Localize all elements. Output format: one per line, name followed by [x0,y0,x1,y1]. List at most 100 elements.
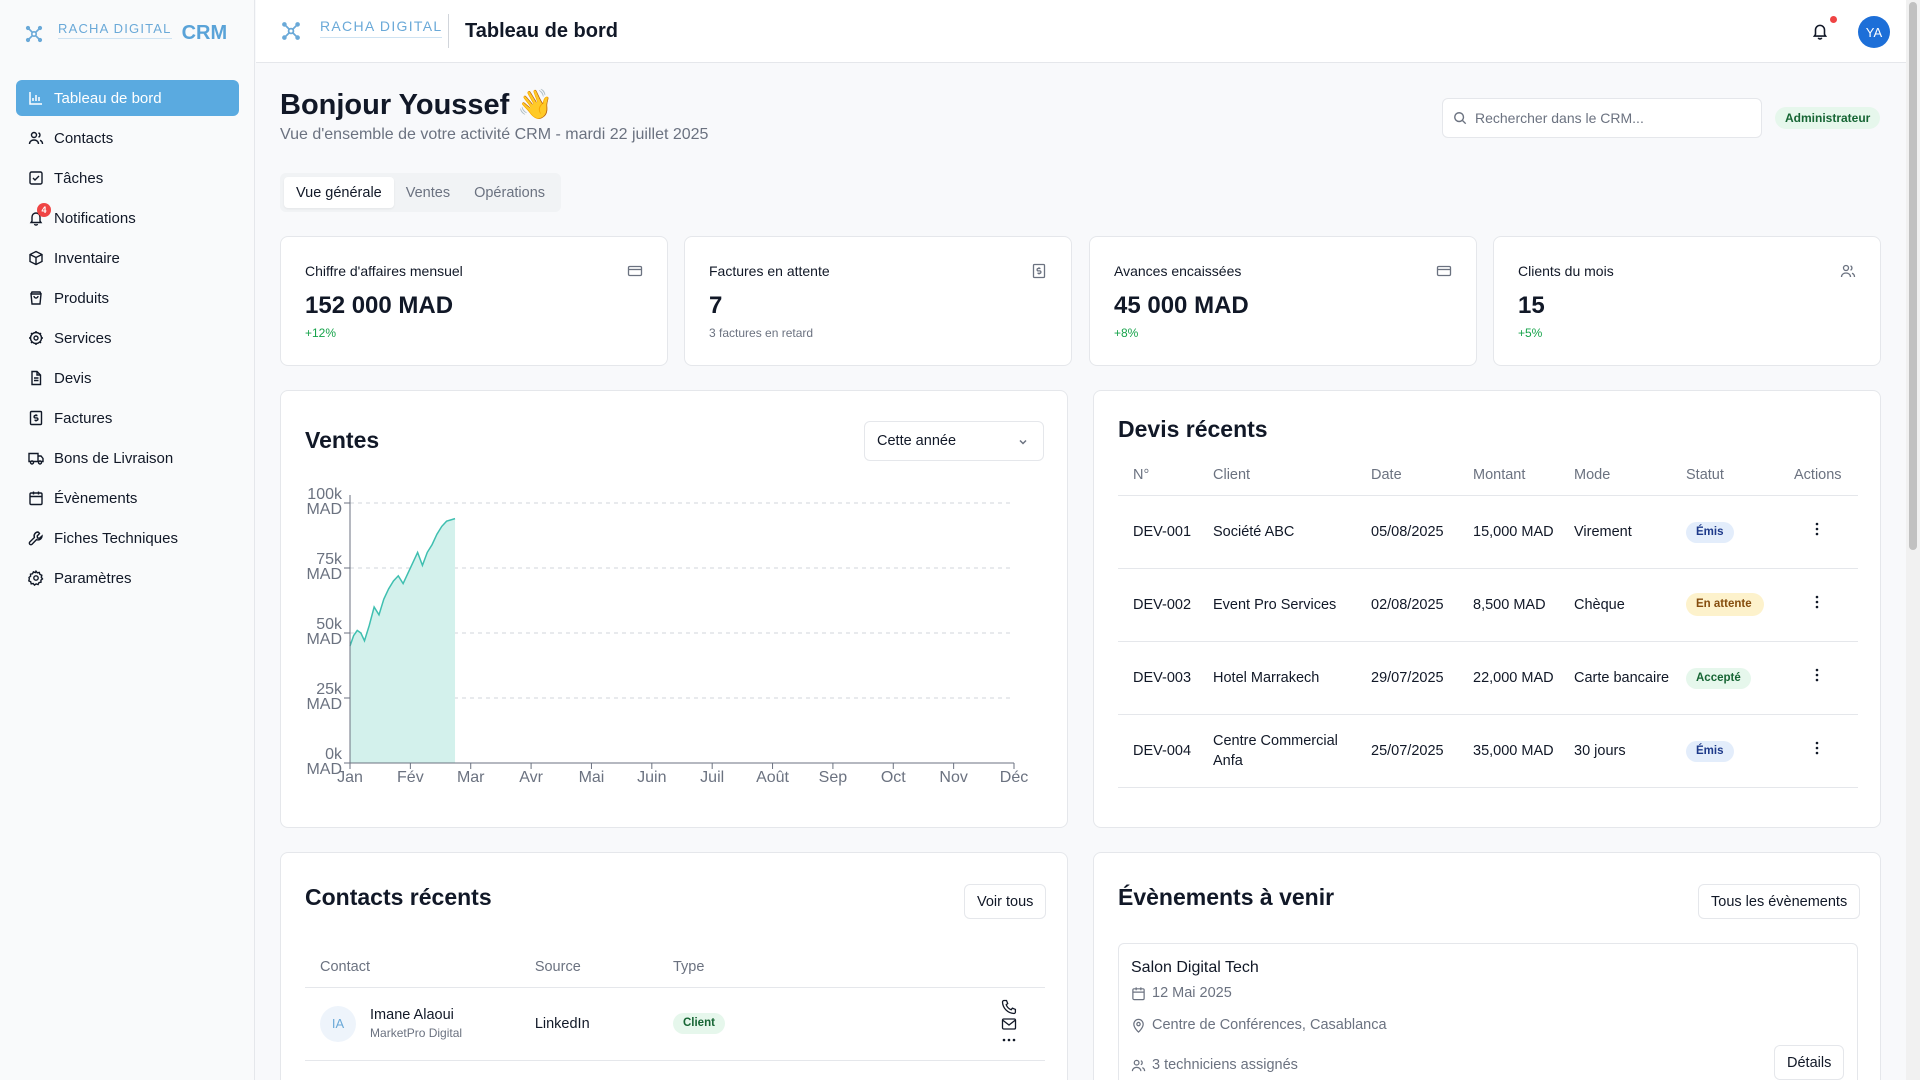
column-header-actions [818,947,1045,988]
contact-type-badge: Client [672,1013,725,1034]
event-location: Centre de Conférences, Casablanca [1152,1017,1387,1033]
status-badge: Émis [1686,521,1734,543]
quote-mode: Virement [1559,495,1671,569]
sidebar-item-notifications[interactable]: 4 Notifications [16,200,239,236]
status-badge: En attente [1686,593,1764,616]
kpi-delta: 3 factures en retard [709,326,814,340]
status-badge: Accepté [1686,667,1751,689]
x-tick-label: Mai [579,769,605,786]
event-details-button[interactable]: Détails [1774,1045,1845,1080]
brand-crm: CRM [181,22,228,44]
wrench-icon [28,530,44,546]
column-header: Source [519,947,658,988]
y-tick-label: 75k MAD [306,551,343,583]
quote-number: DEV-004 [1118,714,1198,788]
all-events-button[interactable]: Tous les évènements [1698,884,1861,919]
event-title: Salon Digital Tech [1131,959,1259,976]
search-input[interactable] [1475,110,1745,126]
sidebar-item-bons-de-livraison[interactable]: Bons de Livraison [16,440,239,476]
table-row[interactable]: DEV-004 Centre Commercial Anfa 25/07/2025 3… [1118,714,1858,788]
settings-icon [28,570,44,586]
sidebar-item-contacts[interactable]: Contacts [16,120,239,156]
credit-card-icon [1436,265,1452,277]
racha-logo-icon [25,25,43,42]
user-avatar[interactable]: YA [1858,16,1890,48]
quote-mode: Chèque [1559,568,1671,642]
kpi-value: 7 [709,292,723,319]
period-select[interactable]: Cette année [864,421,1044,461]
quote-client: Hotel Marrakech [1198,641,1356,715]
event-card[interactable]: Salon Digital Tech 12 Mai 2025 Centre de… [1118,943,1858,1080]
table-row[interactable]: DEV-003 Hotel Marrakech 29/07/2025 22,000 M… [1118,641,1858,715]
chevron-down-icon [1019,439,1027,445]
events-title: Évènements à venir [1118,884,1335,910]
sidebar-item-label: Notifications [54,209,136,227]
quote-status-cell: Émis [1671,495,1779,569]
kpi-delta: +8% [1114,326,1139,340]
contacts-table: Contact Source Type IA Imane Alaoui Mark… [305,947,1045,1061]
recent-contacts-panel: Contacts récents Voir tous Contact Sourc… [280,852,1068,1080]
sidebar-item-inventaire[interactable]: Inventaire [16,240,239,276]
column-header: Client [1198,455,1356,496]
sales-chart: 0k MAD 25k MAD 50k MAD 75k MAD 100k MAD Jan Fév Mar A… [306,486,1028,786]
notifications-bell-icon[interactable] [1811,22,1829,40]
sidebar-item-services[interactable]: Services [16,320,239,356]
contact-name[interactable]: Imane Alaoui [370,1007,454,1023]
topbar-divider [448,14,449,48]
phone-icon[interactable] [1001,999,1017,1015]
event-date-row: 12 Mai 2025 [1131,985,1232,1001]
sidebar-item-parametres[interactable]: Paramètres [16,560,239,596]
sidebar-item-factures[interactable]: Factures [16,400,239,436]
sidebar-item-devis[interactable]: Devis [16,360,239,396]
more-vertical-icon[interactable] [1809,521,1825,537]
event-location-row: Centre de Conférences, Casablanca [1131,1017,1387,1033]
table-row[interactable]: IA Imane Alaoui MarketPro Digital Linked… [305,987,1045,1061]
kpi-label: Factures en attente [709,263,830,279]
kpi-delta: +12% [305,326,337,340]
y-tick-label: 100k MAD [306,486,343,518]
table-header-row: Contact Source Type [305,947,1045,988]
quote-amount: 22,000 MAD [1458,641,1559,715]
sidebar-item-label: Services [54,329,112,347]
more-vertical-icon[interactable] [1809,740,1825,756]
more-vertical-icon[interactable] [1809,667,1825,683]
quote-date: 02/08/2025 [1356,568,1458,642]
table-row[interactable]: DEV-002 Event Pro Services 02/08/2025 8,500… [1118,568,1858,642]
view-all-contacts-button[interactable]: Voir tous [964,884,1047,919]
tab-operations[interactable]: Opérations [474,184,546,201]
mail-icon[interactable] [1001,1016,1017,1032]
sidebar-item-taches[interactable]: Tâches [16,160,239,196]
y-tick-label: 25k MAD [306,681,343,713]
table-header-row: N° Client Date Montant Mode Statut Actio… [1118,455,1858,496]
column-header: Montant [1458,455,1559,496]
users-icon [28,130,44,146]
upcoming-events-panel: Évènements à venir Tous les évènements S… [1093,852,1881,1080]
sidebar-item-label: Factures [54,409,113,427]
sidebar-item-produits[interactable]: Produits [16,280,239,316]
contact-type-cell: Client [657,987,819,1061]
sidebar-item-tableau-de-bord[interactable]: Tableau de bord [16,80,239,116]
sidebar-item-fiches-techniques[interactable]: Fiches Techniques [16,520,239,556]
table-row[interactable]: DEV-001 Société ABC 05/08/2025 15,000 MAD Vi… [1118,495,1858,569]
sales-line [349,517,456,647]
quote-amount: 8,500 MAD [1458,568,1559,642]
contact-cell: IA Imane Alaoui MarketPro Digital [305,987,520,1061]
sidebar-item-evenements[interactable]: Évènements [16,480,239,516]
tab-ventes[interactable]: Ventes [405,184,451,201]
x-tick-label: Fév [397,769,424,786]
page-scrollbar[interactable] [1906,0,1920,1080]
sales-area [350,518,456,763]
role-badge: Administrateur [1775,107,1881,129]
search-box[interactable] [1442,98,1762,138]
scrollbar-thumb[interactable] [1909,2,1917,550]
more-vertical-icon[interactable] [1809,594,1825,610]
map-pin-icon [1133,1018,1144,1033]
x-tick-label: Oct [881,769,906,786]
more-horizontal-icon[interactable] [1001,1032,1017,1048]
x-tick-label: Juil [700,769,724,786]
sidebar-brand[interactable]: RACHA DIGITAL CRM [24,21,228,45]
quote-number: DEV-001 [1118,495,1198,569]
sidebar-item-label: Produits [54,289,110,307]
quote-status-cell: En attente [1671,568,1779,642]
tab-vue-generale[interactable]: Vue générale [284,177,394,208]
